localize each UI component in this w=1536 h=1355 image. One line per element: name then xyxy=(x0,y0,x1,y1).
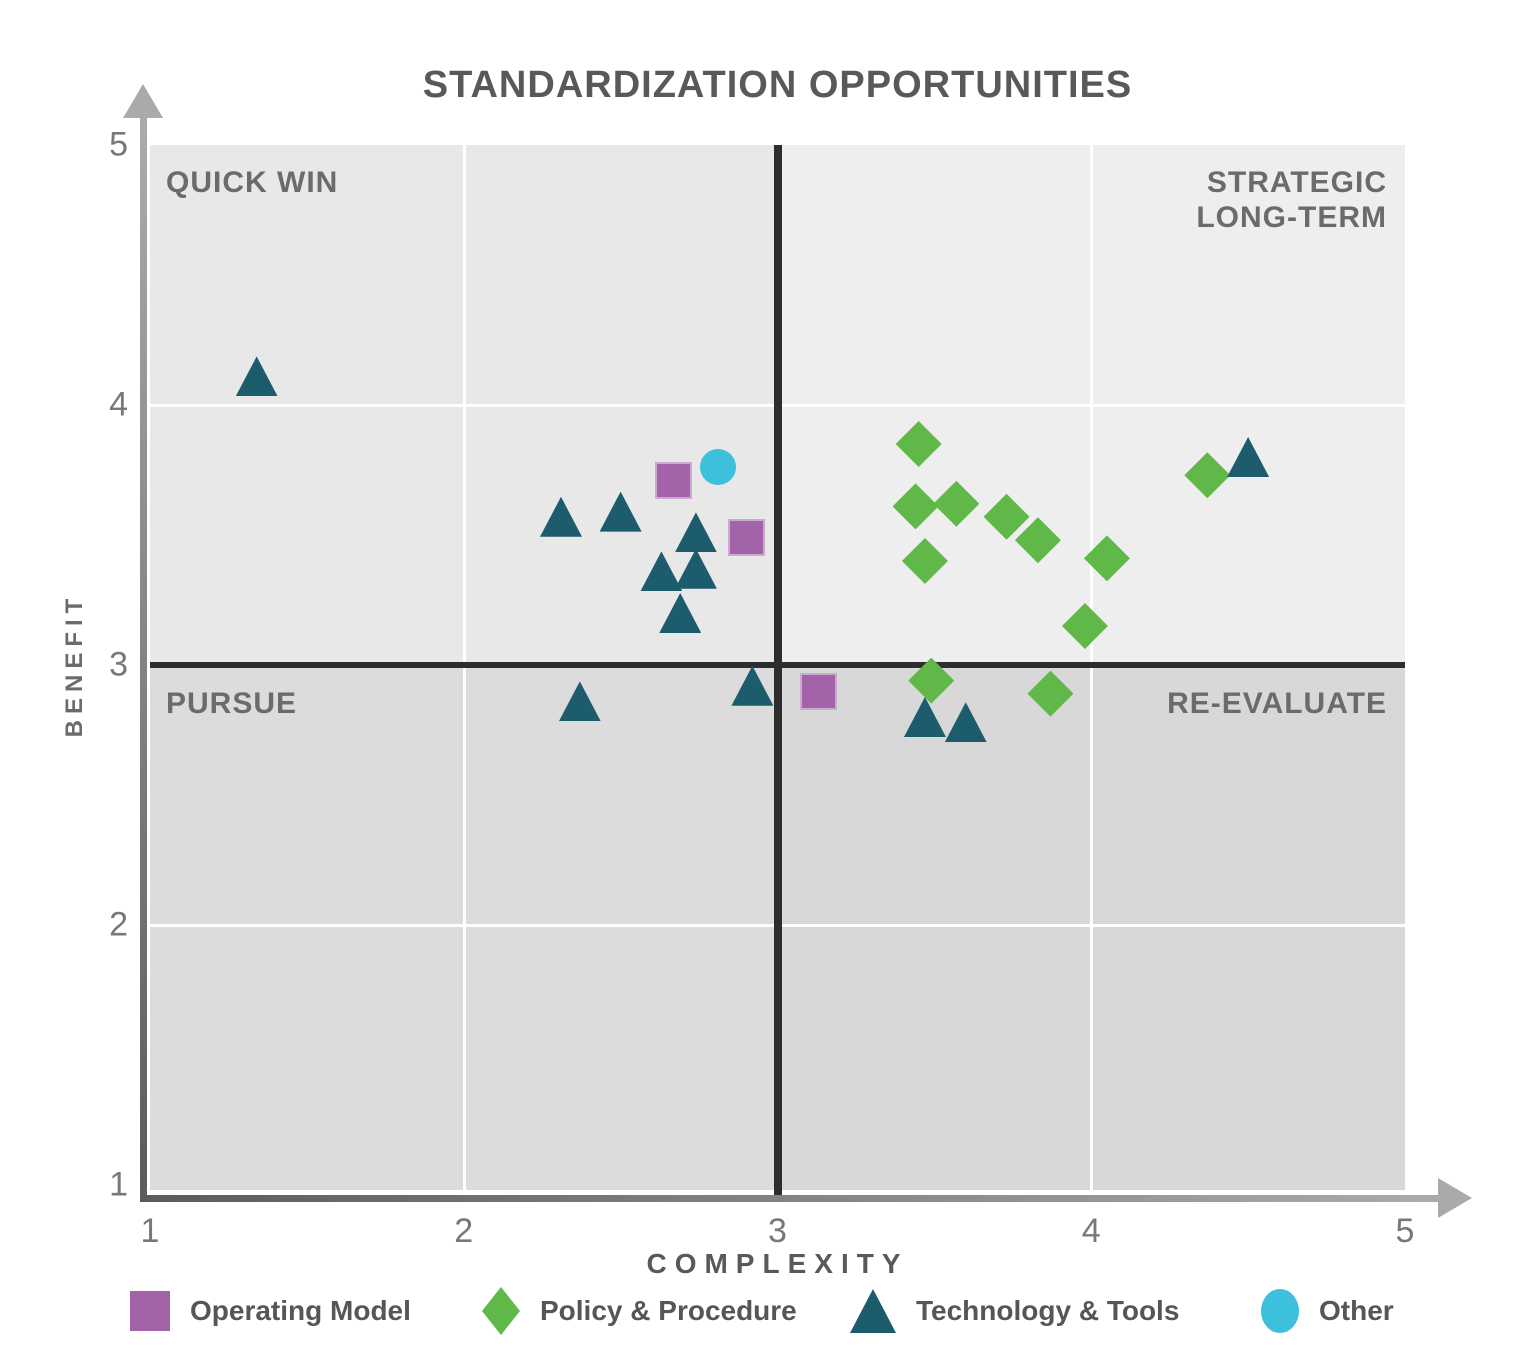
y-tick-label-5: 5 xyxy=(109,125,128,164)
quadrant-label-pursue: PURSUE xyxy=(166,687,298,720)
marker-other xyxy=(699,449,736,486)
x-axis-arrow-icon xyxy=(1438,1178,1472,1218)
y-tick-label-3: 3 xyxy=(109,645,128,684)
legend-square-icon xyxy=(130,1291,170,1331)
chart-title: STANDARDIZATION OPPORTUNITIES xyxy=(422,64,1133,106)
x-tick-label-5: 5 xyxy=(1395,1212,1415,1250)
legend-label: Other xyxy=(1319,1295,1394,1326)
legend-label: Policy & Procedure xyxy=(540,1295,797,1326)
y-axis-line xyxy=(140,115,147,1202)
plot-area: QUICK WIN STRATEGIC LONG-TERM PURSUE RE-… xyxy=(150,145,1405,1197)
x-tick-label-2: 2 xyxy=(454,1212,474,1250)
legend-item-other: Other xyxy=(1261,1284,1394,1338)
quadrant-label-strategic-long-term: STRATEGIC LONG-TERM xyxy=(1196,166,1387,235)
x-axis-title: COMPLEXITY xyxy=(646,1248,909,1279)
x-axis-line xyxy=(140,1195,1440,1202)
quadrant-divider-horizontal xyxy=(150,662,1405,668)
marker-operating-model xyxy=(655,461,693,499)
x-tick-label-3: 3 xyxy=(768,1212,787,1250)
legend-diamond-icon xyxy=(482,1287,520,1335)
x-tick-label-4: 4 xyxy=(1081,1212,1101,1250)
legend-circle-icon xyxy=(1261,1289,1299,1333)
legend-triangle-icon xyxy=(850,1289,896,1333)
y-tick-label-4: 4 xyxy=(109,385,128,424)
marker-operating-model xyxy=(799,672,837,710)
legend-label: Operating Model xyxy=(190,1295,411,1326)
y-tick-label-1: 1 xyxy=(109,1165,128,1204)
quadrant-label-quick-win: QUICK WIN xyxy=(166,166,339,199)
x-tick-label-1: 1 xyxy=(140,1212,160,1250)
y-axis-arrow-icon xyxy=(123,84,163,118)
legend-label: Technology & Tools xyxy=(916,1295,1180,1326)
legend-item-policy-procedure: Policy & Procedure xyxy=(482,1284,797,1338)
quadrant-divider-vertical xyxy=(773,145,782,1197)
legend-item-technology-tools: Technology & Tools xyxy=(850,1284,1179,1338)
quadrant-label-re-evaluate: RE-EVALUATE xyxy=(1167,687,1387,720)
marker-operating-model xyxy=(727,519,765,557)
legend-item-operating-model: Operating Model xyxy=(130,1284,411,1338)
y-tick-label-2: 2 xyxy=(109,905,128,944)
